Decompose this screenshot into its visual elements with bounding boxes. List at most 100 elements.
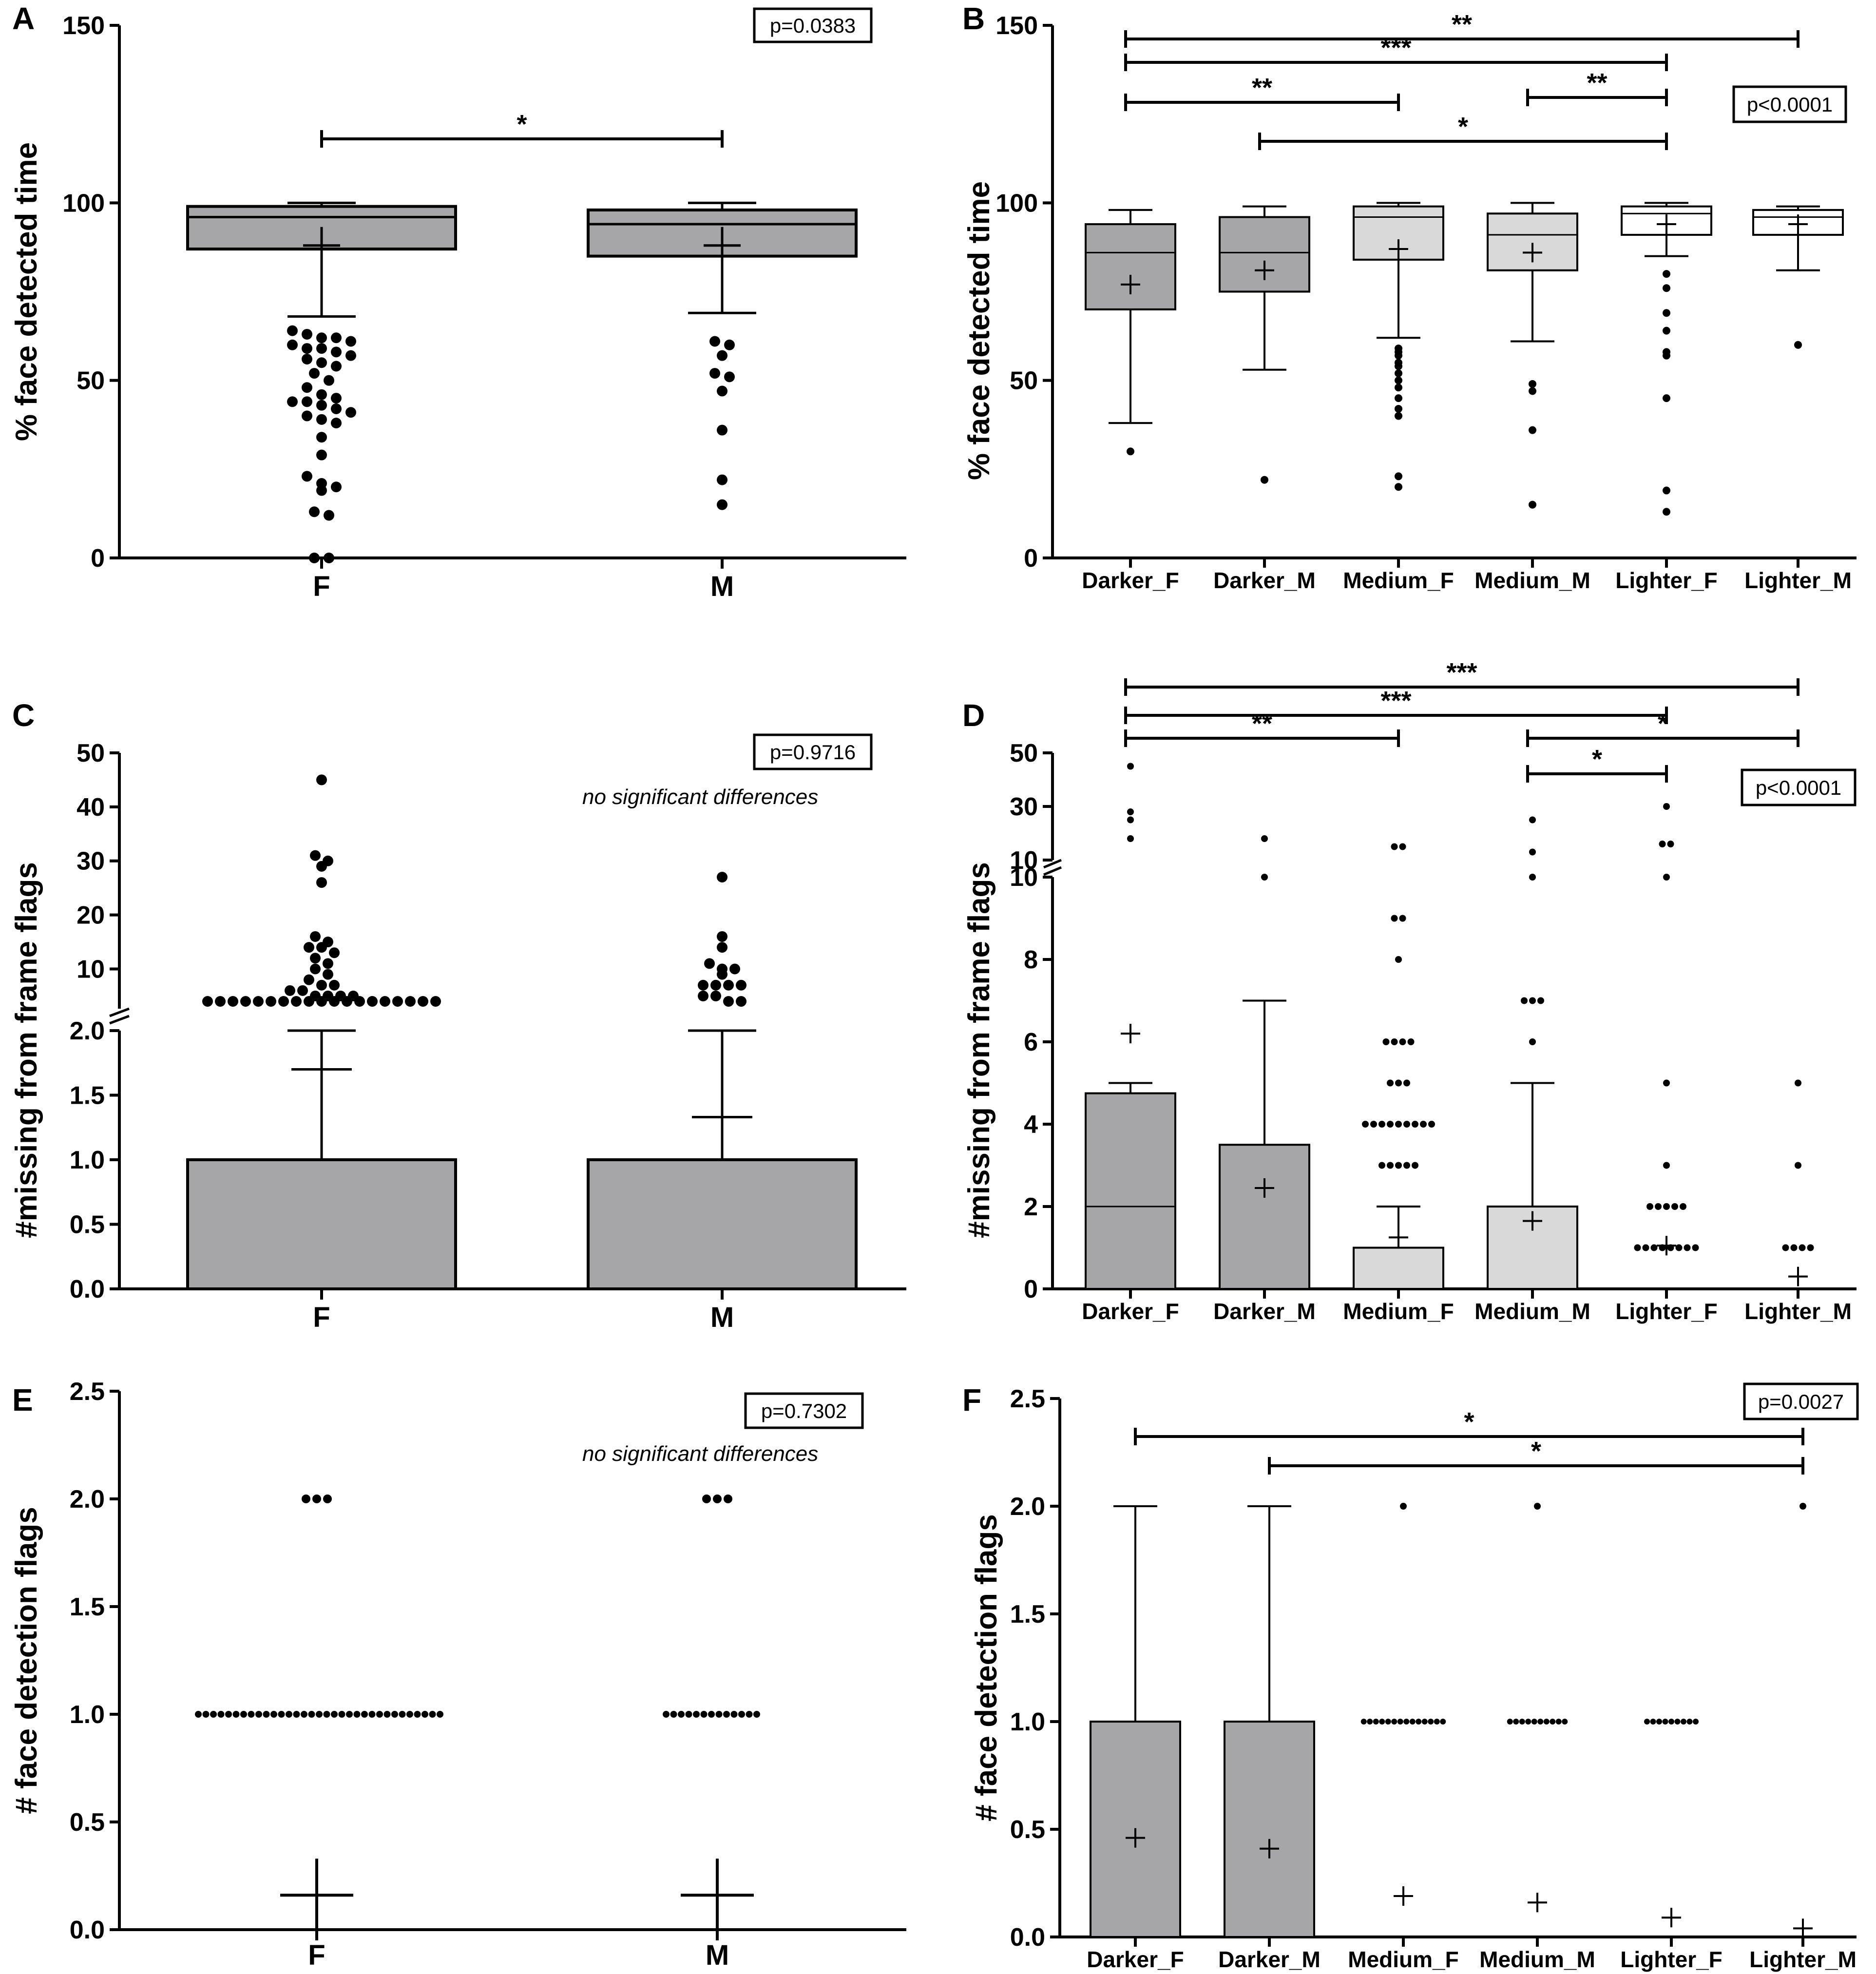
- panel-label: E: [12, 1382, 33, 1418]
- p-value-box: p<0.0001: [1732, 85, 1847, 123]
- outlier-dot: [430, 996, 441, 1007]
- x-tick-label: Medium_M: [1479, 1947, 1595, 1972]
- p-value-frame: [1741, 768, 1857, 806]
- note-text: no significant differences: [582, 785, 818, 809]
- bar-Medium_F: [1360, 1503, 1446, 1906]
- data-dot: [713, 1495, 722, 1503]
- significance-bracket: *: [320, 110, 724, 148]
- outlier-dot: [1378, 1121, 1385, 1128]
- outlier-dot: [302, 328, 312, 340]
- data-dot: [670, 1711, 677, 1718]
- data-dot: [1674, 1719, 1681, 1725]
- y-tick-label: 0.5: [1010, 1816, 1045, 1844]
- x-tick-label: Darker_F: [1082, 1299, 1179, 1324]
- outlier-dot: [723, 979, 734, 991]
- data-dot: [1662, 1719, 1668, 1725]
- outlier-dot: [1642, 1244, 1649, 1251]
- data-dot: [1656, 1719, 1662, 1725]
- outlier-dot: [331, 418, 342, 429]
- data-dot: [1507, 1719, 1513, 1725]
- outlier-dot: [1671, 1203, 1678, 1210]
- note-text: no significant differences: [582, 1442, 818, 1466]
- box: [1219, 1144, 1310, 1290]
- mean-marker: [1394, 1886, 1413, 1906]
- data-dot: [1416, 1719, 1422, 1725]
- outlier-dot: [1663, 508, 1670, 516]
- outlier-dot: [1521, 997, 1528, 1004]
- outlier-dot: [1395, 483, 1402, 491]
- significance-stars: *: [1458, 112, 1468, 141]
- outlier-dot: [709, 336, 720, 347]
- x-tick-label: Darker_M: [1213, 568, 1316, 593]
- outlier-dot: [1395, 351, 1402, 360]
- mean-marker: [1255, 1178, 1274, 1198]
- outlier-dot: [1391, 843, 1398, 850]
- p-value: p=0.0383: [770, 14, 856, 37]
- outlier-dot: [316, 343, 327, 354]
- outlier-dot: [1529, 848, 1536, 856]
- outlier-dot: [1663, 1079, 1670, 1087]
- bar-Medium_M: [1507, 1503, 1568, 1913]
- outlier-dot: [1387, 1079, 1394, 1087]
- mean-marker: [291, 1039, 352, 1100]
- outlier-dot: [302, 410, 312, 422]
- outlier-dot: [1675, 1244, 1683, 1251]
- box-Darker_M: [1219, 205, 1310, 484]
- outlier-dot: [1663, 486, 1670, 495]
- data-dot: [1562, 1719, 1568, 1725]
- mean-marker: [1255, 260, 1274, 280]
- outlier-dot: [309, 506, 320, 517]
- outlier-dot: [202, 996, 213, 1007]
- y-axis-label: % face detected time: [10, 142, 43, 441]
- outlier-dot: [1127, 808, 1134, 815]
- outliers: [1663, 270, 1670, 516]
- outlier-dot: [310, 953, 321, 964]
- data-dot: [437, 1711, 443, 1718]
- y-tick-label: 2: [1024, 1193, 1038, 1221]
- outlier-dot: [310, 963, 321, 975]
- outlier-dot: [297, 985, 308, 996]
- outliers: [1127, 763, 1134, 842]
- outlier-dot: [1529, 426, 1536, 434]
- outlier-dot: [1663, 351, 1670, 360]
- outlier-dot: [287, 396, 298, 407]
- p-value-box: p=0.0383: [753, 7, 873, 43]
- outlier-dot: [323, 969, 333, 980]
- outlier-dot: [736, 979, 747, 991]
- x-tick-label: Medium_F: [1348, 1947, 1458, 1972]
- y-tick-label: 1.0: [1010, 1708, 1045, 1736]
- outlier-dot: [304, 996, 314, 1007]
- y-tick-label: 0.5: [70, 1211, 105, 1239]
- outlier-dot: [310, 850, 321, 861]
- mean-marker: [1523, 243, 1542, 263]
- data-dot: [399, 1711, 406, 1718]
- outlier-dot: [1663, 874, 1670, 881]
- p-value-box: p=0.9716: [753, 733, 873, 770]
- outlier-dot: [392, 996, 403, 1007]
- outlier-dot: [1395, 1162, 1402, 1169]
- y-tick-label: 0: [1024, 544, 1038, 573]
- outlier-dot: [1403, 1162, 1410, 1169]
- outlier-dot: [316, 414, 327, 425]
- x-tick-label: M: [710, 1302, 734, 1333]
- outlier-dot: [1395, 412, 1402, 420]
- data-dot: [1681, 1719, 1686, 1725]
- outlier-dot: [380, 996, 390, 1007]
- data-dot: [1799, 1503, 1806, 1510]
- p-value: p<0.0001: [1756, 776, 1841, 799]
- outlier-dot: [1684, 1244, 1691, 1251]
- data-dot: [353, 1711, 361, 1718]
- y-tick-label: 50: [77, 739, 105, 767]
- outlier-dot: [302, 396, 312, 407]
- outlier-dot: [342, 996, 352, 1007]
- y-tick-label: 0: [1024, 1275, 1038, 1303]
- data-dot: [1550, 1719, 1556, 1725]
- data-dot: [1650, 1719, 1656, 1725]
- outlier-dot: [1412, 1162, 1418, 1169]
- data-dot: [738, 1711, 745, 1718]
- outlier-dot: [704, 958, 715, 969]
- data-dot: [678, 1711, 685, 1718]
- data-dot: [232, 1711, 240, 1718]
